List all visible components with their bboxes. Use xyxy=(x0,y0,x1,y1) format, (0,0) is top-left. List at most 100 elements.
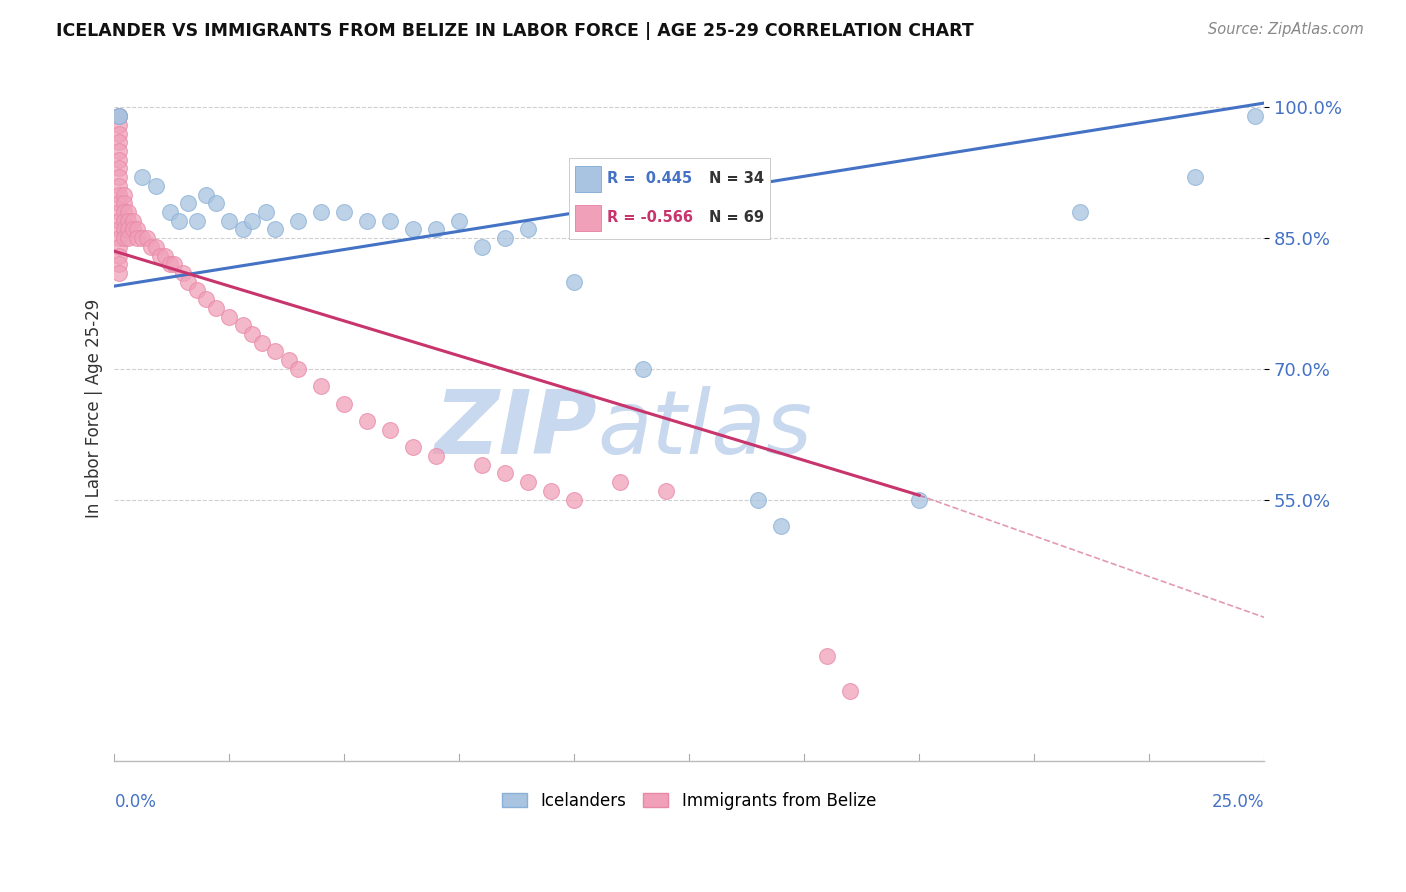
Point xyxy=(108,187,131,202)
Point xyxy=(163,257,186,271)
Point xyxy=(145,240,167,254)
Point xyxy=(149,249,172,263)
Point xyxy=(108,109,131,123)
Point xyxy=(494,467,516,481)
Point xyxy=(195,187,218,202)
Point xyxy=(287,213,309,227)
Point xyxy=(108,144,131,158)
Point xyxy=(177,275,200,289)
Point xyxy=(287,362,309,376)
Point xyxy=(333,205,356,219)
Point xyxy=(108,109,131,123)
Point xyxy=(908,492,931,507)
Point xyxy=(112,231,135,245)
Point xyxy=(449,213,471,227)
Point xyxy=(540,483,562,498)
Point xyxy=(633,362,655,376)
Point xyxy=(167,213,190,227)
Point xyxy=(204,301,226,315)
Point xyxy=(108,136,131,150)
Point xyxy=(186,284,208,298)
Point xyxy=(839,684,862,698)
Point xyxy=(218,310,240,324)
Point xyxy=(232,222,254,236)
Point xyxy=(135,231,157,245)
Point xyxy=(153,249,176,263)
Point xyxy=(264,344,287,359)
Point xyxy=(380,213,402,227)
Point xyxy=(121,213,143,227)
Point xyxy=(108,222,131,236)
Text: 0.0%: 0.0% xyxy=(114,793,156,811)
Point xyxy=(250,335,273,350)
Point xyxy=(232,318,254,333)
Point xyxy=(311,379,333,393)
Point xyxy=(204,196,226,211)
Point xyxy=(402,440,425,454)
Point xyxy=(108,178,131,193)
Point xyxy=(517,222,540,236)
Point xyxy=(108,196,131,211)
Point xyxy=(112,187,135,202)
Point xyxy=(131,170,153,185)
Point xyxy=(254,205,277,219)
Point xyxy=(159,205,181,219)
Point xyxy=(1069,205,1091,219)
Point xyxy=(145,178,167,193)
Point xyxy=(108,266,131,280)
Point xyxy=(240,213,263,227)
Point xyxy=(117,205,139,219)
Point xyxy=(108,161,131,176)
Point xyxy=(655,483,678,498)
Point xyxy=(380,423,402,437)
Point xyxy=(356,414,378,428)
Y-axis label: In Labor Force | Age 25-29: In Labor Force | Age 25-29 xyxy=(86,299,103,517)
Point xyxy=(108,153,131,167)
Text: atlas: atlas xyxy=(598,386,813,472)
Point xyxy=(159,257,181,271)
Text: 25.0%: 25.0% xyxy=(1212,793,1264,811)
Point xyxy=(264,222,287,236)
Point xyxy=(172,266,194,280)
Point xyxy=(117,213,139,227)
Point xyxy=(218,213,240,227)
Legend: Icelanders, Immigrants from Belize: Icelanders, Immigrants from Belize xyxy=(496,785,883,816)
Point xyxy=(402,222,425,236)
Point xyxy=(112,222,135,236)
Point xyxy=(108,109,131,123)
Point xyxy=(108,170,131,185)
Point xyxy=(356,213,378,227)
Point xyxy=(311,205,333,219)
Point xyxy=(471,458,494,472)
Point xyxy=(1184,170,1206,185)
Point xyxy=(815,649,838,664)
Point xyxy=(117,231,139,245)
Point xyxy=(127,222,149,236)
Point xyxy=(108,213,131,227)
Point xyxy=(240,326,263,341)
Point xyxy=(609,475,631,490)
Text: ICELANDER VS IMMIGRANTS FROM BELIZE IN LABOR FORCE | AGE 25-29 CORRELATION CHART: ICELANDER VS IMMIGRANTS FROM BELIZE IN L… xyxy=(56,22,974,40)
Point xyxy=(141,240,163,254)
Point xyxy=(127,231,149,245)
Text: Source: ZipAtlas.com: Source: ZipAtlas.com xyxy=(1208,22,1364,37)
Point xyxy=(177,196,200,211)
Point xyxy=(471,240,494,254)
Point xyxy=(108,240,131,254)
Point xyxy=(108,109,131,123)
Point xyxy=(108,127,131,141)
Point xyxy=(517,475,540,490)
Point xyxy=(112,205,135,219)
Point xyxy=(1244,109,1267,123)
Point xyxy=(562,492,585,507)
Point xyxy=(117,222,139,236)
Point xyxy=(278,353,301,368)
Text: ZIP: ZIP xyxy=(434,385,598,473)
Point xyxy=(186,213,208,227)
Point xyxy=(195,292,218,306)
Point xyxy=(131,231,153,245)
Point xyxy=(747,492,769,507)
Point xyxy=(108,205,131,219)
Point xyxy=(494,231,516,245)
Point xyxy=(108,118,131,132)
